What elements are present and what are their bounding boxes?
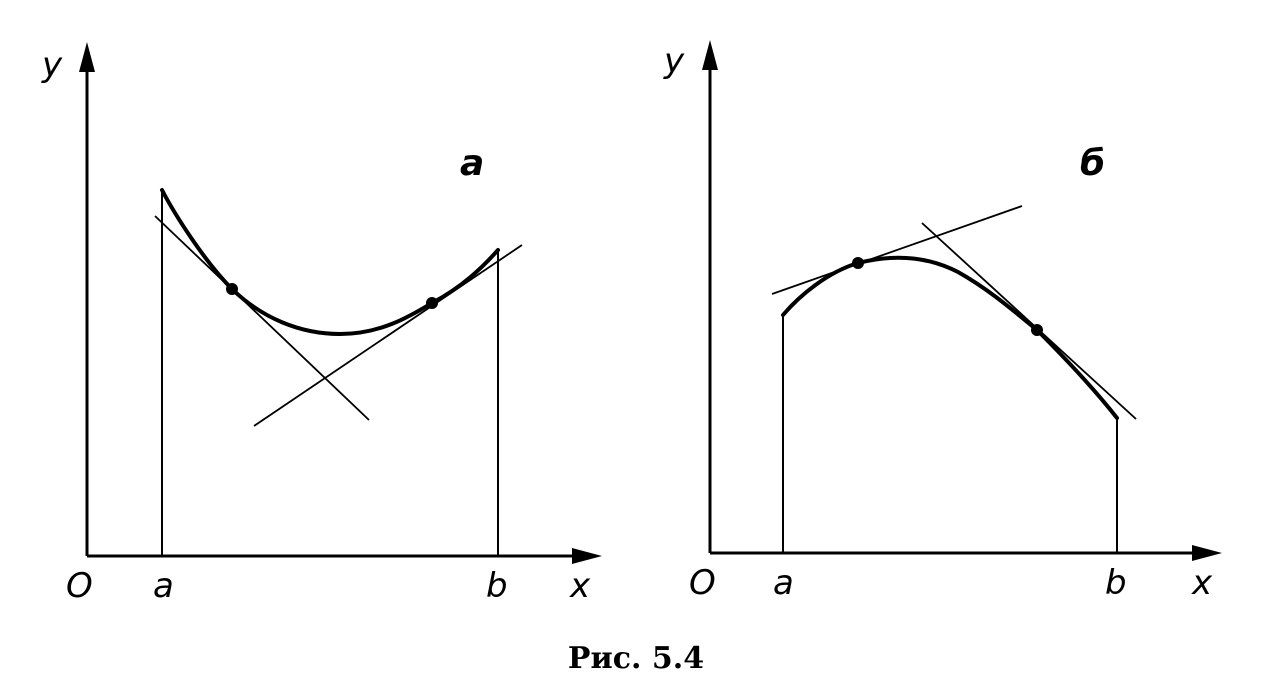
panel-b-origin-label: O bbox=[689, 563, 716, 603]
panel-a-x-arrow-icon bbox=[572, 548, 602, 564]
panel-b-point-left bbox=[852, 257, 864, 269]
panel-b-point-right bbox=[1031, 324, 1043, 336]
panel-a-curve bbox=[162, 190, 498, 334]
panel-a-tangent-right bbox=[254, 245, 522, 426]
panel-a-right-bound-label: b bbox=[486, 566, 508, 606]
panel-a-tangent-left bbox=[155, 216, 369, 420]
panel-a-origin-label: O bbox=[66, 566, 93, 606]
panel-a-title: a bbox=[460, 143, 484, 184]
panel-a: y x O a b a bbox=[41, 42, 602, 606]
panel-b-right-bound-label: b bbox=[1105, 563, 1127, 603]
panel-b-y-arrow-icon bbox=[702, 40, 718, 70]
panel-b-y-label: y bbox=[663, 41, 685, 81]
panel-b: y x O a b б bbox=[663, 40, 1222, 603]
panel-b-curve bbox=[783, 258, 1117, 418]
panel-a-left-bound-label: a bbox=[153, 566, 174, 606]
panel-a-point-left bbox=[226, 283, 238, 295]
panel-a-point-right bbox=[426, 297, 438, 309]
panel-a-x-label: x bbox=[569, 566, 591, 606]
panel-b-x-label: x bbox=[1191, 563, 1213, 603]
panel-b-x-arrow-icon bbox=[1192, 545, 1222, 561]
panel-a-y-arrow-icon bbox=[79, 42, 95, 72]
panel-b-title: б bbox=[1080, 143, 1105, 184]
panel-a-y-label: y bbox=[41, 45, 63, 85]
figure-caption: Рис. 5.4 bbox=[568, 641, 704, 676]
panel-b-left-bound-label: a bbox=[773, 563, 794, 603]
